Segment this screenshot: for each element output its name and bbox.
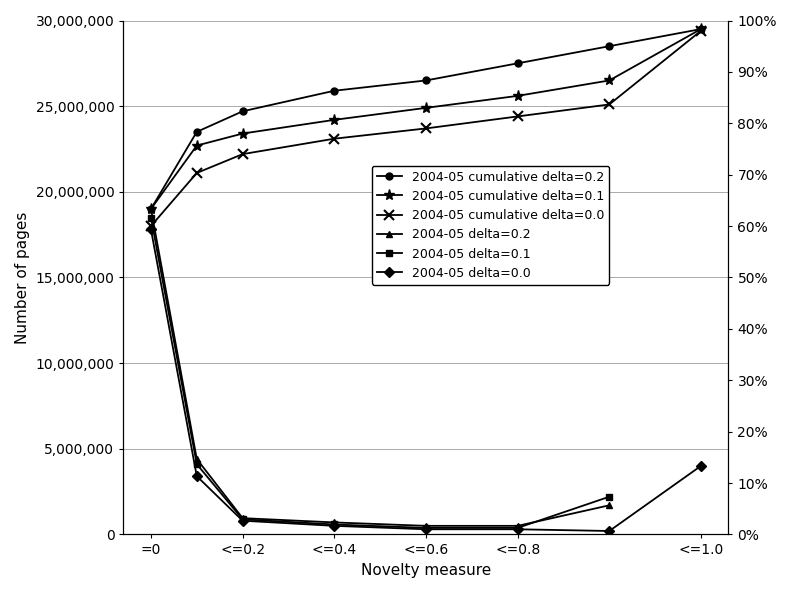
2004-05 cumulative delta=0.2 (329, 87, 339, 94)
2004-05 delta=0.0 (696, 463, 706, 470)
2004-05 cumulative delta=0.0 (604, 101, 614, 108)
2004-05 delta=0.0 (238, 517, 247, 524)
2004-05 delta=0.0 (192, 473, 201, 480)
Line: 2004-05 delta=0.2: 2004-05 delta=0.2 (147, 205, 613, 530)
Line: 2004-05 cumulative delta=0.0: 2004-05 cumulative delta=0.0 (146, 26, 706, 231)
2004-05 delta=0.1 (147, 214, 156, 221)
2004-05 delta=0.2 (513, 522, 523, 530)
2004-05 cumulative delta=0.1 (238, 130, 247, 137)
X-axis label: Novelty measure: Novelty measure (361, 563, 491, 578)
2004-05 cumulative delta=0.2 (513, 60, 523, 67)
2004-05 delta=0.2 (192, 455, 201, 463)
2004-05 delta=0.1 (329, 521, 339, 528)
2004-05 cumulative delta=0.0 (238, 151, 247, 158)
2004-05 delta=0.1 (421, 524, 431, 531)
2004-05 cumulative delta=0.0 (421, 125, 431, 132)
2004-05 cumulative delta=0.0 (513, 113, 523, 120)
2004-05 cumulative delta=0.2 (604, 43, 614, 50)
Line: 2004-05 cumulative delta=0.2: 2004-05 cumulative delta=0.2 (147, 25, 704, 212)
2004-05 delta=0.2 (329, 519, 339, 526)
2004-05 cumulative delta=0.2 (421, 77, 431, 84)
Line: 2004-05 delta=0.0: 2004-05 delta=0.0 (147, 226, 704, 534)
2004-05 delta=0.2 (238, 515, 247, 522)
2004-05 cumulative delta=0.2 (696, 25, 706, 33)
2004-05 cumulative delta=0.0 (329, 135, 339, 142)
2004-05 cumulative delta=0.1 (513, 93, 523, 100)
2004-05 delta=0.0 (604, 527, 614, 534)
2004-05 cumulative delta=0.1 (696, 25, 706, 33)
Legend: 2004-05 cumulative delta=0.2, 2004-05 cumulative delta=0.1, 2004-05 cumulative d: 2004-05 cumulative delta=0.2, 2004-05 cu… (371, 165, 609, 285)
2004-05 cumulative delta=0.1 (421, 104, 431, 111)
2004-05 delta=0.1 (238, 516, 247, 523)
2004-05 delta=0.0 (421, 526, 431, 533)
Line: 2004-05 cumulative delta=0.1: 2004-05 cumulative delta=0.1 (146, 24, 706, 215)
2004-05 delta=0.1 (192, 461, 201, 468)
2004-05 cumulative delta=0.1 (604, 77, 614, 84)
2004-05 delta=0.0 (329, 522, 339, 530)
Line: 2004-05 delta=0.1: 2004-05 delta=0.1 (147, 214, 613, 531)
2004-05 delta=0.2 (604, 502, 614, 509)
2004-05 delta=0.2 (147, 205, 156, 212)
2004-05 delta=0.2 (421, 522, 431, 530)
2004-05 delta=0.0 (147, 226, 156, 233)
2004-05 cumulative delta=0.1 (192, 142, 201, 149)
2004-05 cumulative delta=0.0 (147, 222, 156, 229)
2004-05 delta=0.1 (513, 524, 523, 531)
2004-05 cumulative delta=0.0 (696, 27, 706, 34)
2004-05 cumulative delta=0.1 (147, 205, 156, 212)
2004-05 delta=0.1 (604, 493, 614, 500)
2004-05 cumulative delta=0.2 (147, 205, 156, 212)
Y-axis label: Number of pages: Number of pages (15, 211, 30, 344)
2004-05 cumulative delta=0.2 (238, 108, 247, 115)
2004-05 cumulative delta=0.2 (192, 128, 201, 135)
2004-05 cumulative delta=0.0 (192, 170, 201, 177)
2004-05 cumulative delta=0.1 (329, 116, 339, 123)
2004-05 delta=0.0 (513, 526, 523, 533)
